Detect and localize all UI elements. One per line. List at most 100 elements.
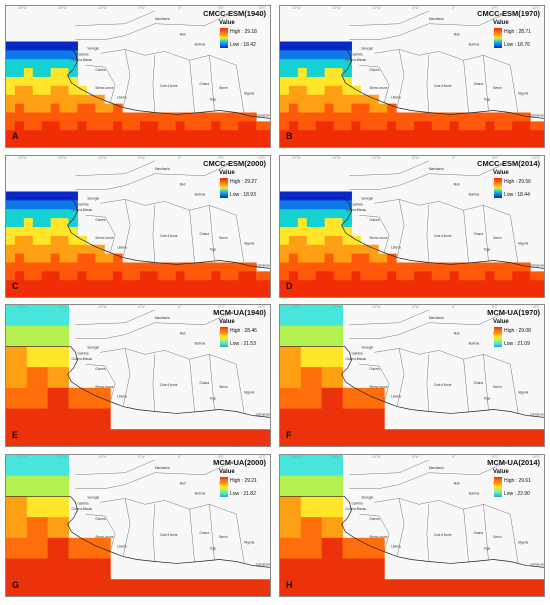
country-label: Guinea-Bissau	[72, 208, 93, 212]
country-label: Ghana	[474, 82, 484, 86]
country-label: Ghana	[474, 531, 484, 535]
ocean-raster	[280, 41, 544, 147]
tick-label: 20°W	[292, 156, 301, 160]
country-border	[236, 65, 245, 115]
tick-label: 10°W	[98, 6, 107, 10]
coastline	[6, 496, 270, 568]
sea-surface-temperature-map: Mauritania Mali Senegal Gambia Guinea-Bissau…	[6, 305, 270, 446]
country-label: Guinea	[95, 517, 105, 521]
ocean-raster	[6, 191, 270, 297]
country-border	[438, 51, 511, 66]
country-label: Togo	[209, 98, 216, 102]
country-label: Cameroon	[530, 113, 544, 117]
longitude-ticks: 20°W 15°W 10°W 5°W 0° 5°E 10°E	[280, 305, 544, 310]
tick-label: 5°E	[492, 6, 498, 10]
legend-low: Low : 21.82	[230, 491, 256, 497]
country-label: Cote d'Ivoire	[434, 533, 452, 537]
country-label: Guinea	[95, 68, 105, 72]
country-label: Guinea	[369, 218, 379, 222]
country-border	[349, 11, 509, 40]
country-border	[426, 205, 430, 263]
country-label: Cote d'Ivoire	[434, 234, 452, 238]
ocean-raster	[280, 305, 544, 446]
tick-label: 5°W	[138, 156, 145, 160]
country-label: Mauritania	[155, 316, 170, 320]
country-label: Burkina	[195, 192, 206, 196]
country-border	[189, 509, 195, 562]
country-border	[152, 504, 156, 562]
country-border	[396, 49, 405, 108]
country-border	[374, 49, 439, 56]
legend: Value High : 29.56 Low : 18.44	[492, 170, 542, 204]
country-border	[349, 309, 429, 325]
tick-label: 5°E	[218, 305, 224, 309]
tick-label: 20°W	[18, 455, 27, 459]
tick-label: 5°W	[412, 455, 419, 459]
country-label: Cameroon	[256, 113, 270, 117]
tick-label: 10°E	[258, 455, 266, 459]
country-label: Guinea-Bissau	[346, 58, 367, 62]
country-border	[510, 215, 519, 265]
legend-high: High : 29.21	[230, 478, 257, 484]
country-border	[122, 49, 131, 108]
country-label: Sierra Leone	[369, 86, 387, 90]
tick-label: 0°	[178, 455, 182, 459]
panel-title: MCM-UA(1940)	[213, 308, 266, 317]
country-border	[75, 459, 155, 475]
panel-letter: B	[286, 131, 293, 141]
country-border	[85, 64, 116, 103]
country-label: Benin	[219, 236, 227, 240]
legend-low: Low : 22.90	[504, 491, 530, 497]
ocean-raster	[280, 455, 544, 596]
country-label: Cameroon	[256, 412, 270, 416]
country-label: Liberia	[117, 545, 127, 549]
legend-title: Value	[493, 469, 509, 475]
country-label: Burkina	[469, 42, 480, 46]
country-border	[374, 348, 439, 355]
country-border	[349, 460, 509, 489]
country-label: Liberia	[117, 246, 127, 250]
map-panel-b: Mauritania Mali Senegal Gambia Guinea-Bissau…	[279, 5, 545, 148]
country-label: Guinea	[95, 367, 105, 371]
tick-label: 20°W	[18, 156, 27, 160]
country-border	[100, 348, 165, 355]
sea-surface-temperature-map: Mauritania Mali Senegal Gambia Guinea-Bissau…	[6, 455, 270, 596]
country-label: Mauritania	[155, 466, 170, 470]
country-label: Cameroon	[530, 562, 544, 566]
country-label: Togo	[209, 248, 216, 252]
ocean-raster	[6, 305, 270, 446]
country-label: Guinea-Bissau	[72, 58, 93, 62]
legend-low: Low : 18.93	[230, 192, 256, 198]
map-panel-h: Mauritania Mali Senegal Gambia Guinea-Bissau…	[279, 454, 545, 597]
country-border	[349, 459, 429, 475]
tick-label: 15°W	[332, 455, 341, 459]
country-border	[426, 55, 430, 113]
longitude-ticks: 20°W 15°W 10°W 5°W 0° 5°E 10°E	[280, 455, 544, 460]
country-label: Nigeria	[244, 391, 254, 395]
tick-label: 10°E	[258, 305, 266, 309]
country-label: Gambia	[351, 52, 362, 56]
country-label: Mauritania	[155, 17, 170, 21]
country-border	[75, 460, 235, 489]
country-label: Burkina	[469, 491, 480, 495]
map-panel-d: Mauritania Mali Senegal Gambia Guinea-Bissau…	[279, 155, 545, 298]
longitude-ticks: 20°W 15°W 10°W 5°W 0° 5°E 10°E	[6, 156, 270, 161]
country-label: Mali	[180, 183, 186, 187]
panel-title: MCM-UA(2014)	[487, 458, 540, 467]
country-border	[75, 310, 235, 339]
tick-label: 5°W	[138, 305, 145, 309]
longitude-ticks: 20°W 15°W 10°W 5°W 0° 5°E 10°E	[6, 305, 270, 310]
country-label: Senegal	[87, 495, 99, 499]
country-label: Senegal	[87, 196, 99, 200]
legend-color-ramp	[220, 178, 228, 198]
country-label: Guinea	[369, 367, 379, 371]
legend-low: Low : 21.53	[230, 341, 256, 347]
tick-label: 20°W	[18, 305, 27, 309]
legend-title: Value	[493, 170, 509, 176]
country-border	[100, 49, 165, 56]
country-label: Cote d'Ivoire	[160, 84, 178, 88]
country-border	[164, 350, 237, 365]
tick-label: 0°	[178, 6, 182, 10]
tick-label: 10°W	[98, 455, 107, 459]
country-label: Gambia	[77, 202, 88, 206]
